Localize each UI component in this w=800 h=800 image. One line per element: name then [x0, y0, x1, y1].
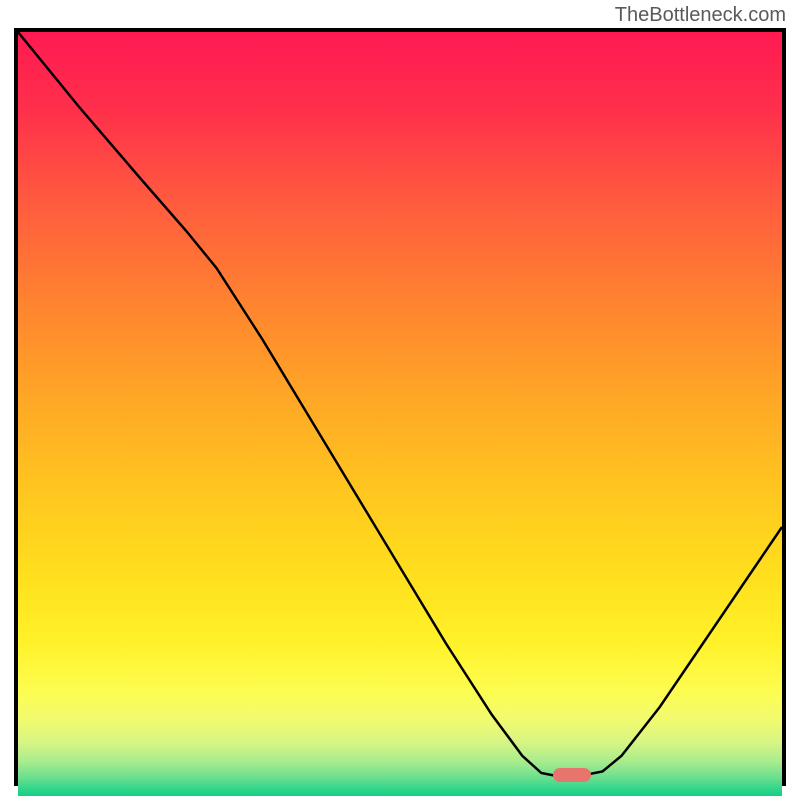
bottleneck-curve: [18, 32, 782, 782]
watermark-text: TheBottleneck.com: [615, 4, 786, 27]
chart-frame: [14, 28, 786, 786]
optimal-marker: [553, 768, 591, 782]
